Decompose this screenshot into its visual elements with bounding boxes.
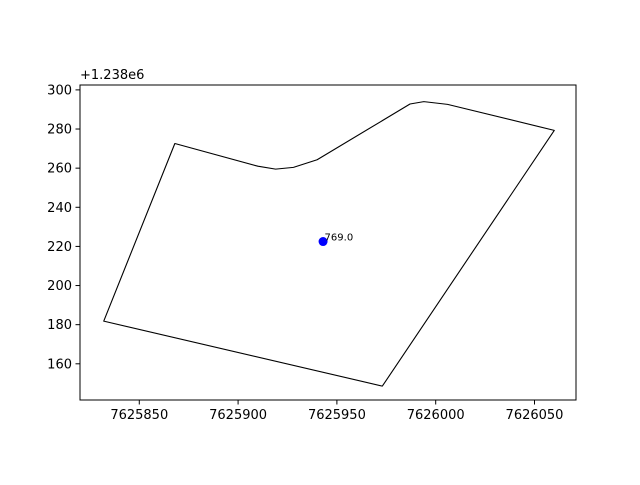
plot-area-frame: [79, 84, 577, 401]
marks-layer: 769.0: [103, 101, 555, 387]
y-axis-offset-text: +1.238e6: [80, 68, 144, 83]
y-tick-label: 280: [47, 123, 72, 138]
x-tick-label: 7625900: [209, 408, 267, 423]
y-tick-label: 260: [47, 162, 72, 177]
x-tick-label: 7625950: [308, 408, 366, 423]
x-tick-label: 7626050: [506, 408, 564, 423]
y-tick-label: 220: [47, 240, 72, 255]
axes-layer: 7625850 7625900 7625950 7626000 7626050 160 18…: [47, 83, 563, 423]
data-point-label: 769.0: [325, 233, 354, 244]
y-tick-label: 160: [47, 357, 72, 372]
y-tick-label: 240: [47, 201, 72, 216]
y-tick-label: 300: [47, 83, 72, 98]
x-tick-label: 7626000: [407, 408, 465, 423]
plot-area-background: [80, 85, 576, 400]
polygon-boundary: [103, 101, 555, 387]
y-tick-label: 180: [47, 318, 72, 333]
y-tick-label: 200: [47, 279, 72, 294]
x-tick-label: 7625850: [110, 408, 168, 423]
data-point: [318, 237, 328, 247]
